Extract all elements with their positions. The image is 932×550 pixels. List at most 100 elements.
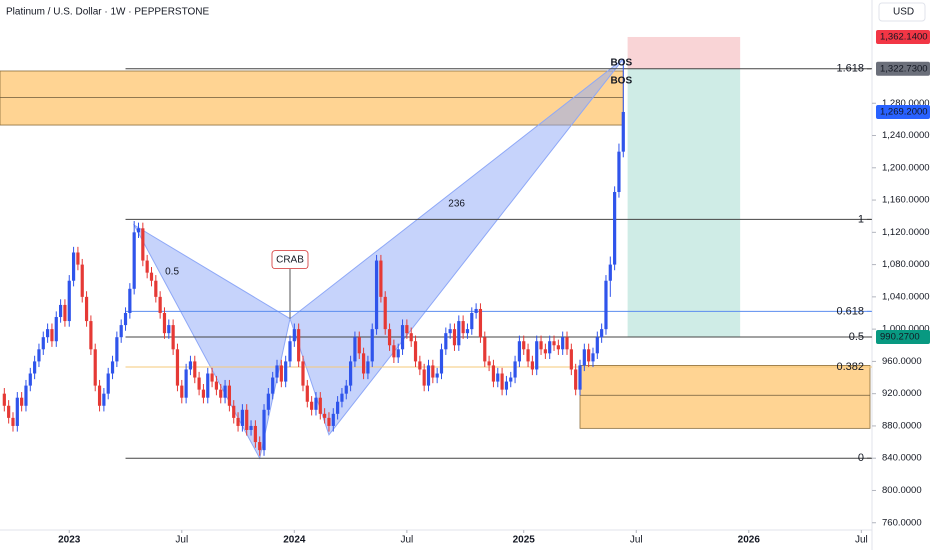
candle-body bbox=[336, 401, 340, 414]
price-tag-label: 1,269.2000 bbox=[880, 106, 928, 117]
candle-body bbox=[141, 228, 145, 261]
candle-body bbox=[119, 325, 123, 338]
candle-body bbox=[600, 329, 604, 338]
price-tag bbox=[876, 29, 930, 44]
candle-body bbox=[132, 232, 136, 289]
candle-body bbox=[344, 385, 348, 394]
candle-body bbox=[522, 341, 526, 350]
candle-body bbox=[288, 341, 292, 362]
supply-demand-zone bbox=[0, 70, 624, 126]
candle-body bbox=[206, 373, 210, 398]
y-tick-label: 1,000.0000 bbox=[882, 324, 930, 335]
currency: USD bbox=[893, 7, 914, 18]
candle-body bbox=[379, 260, 383, 297]
candle-body bbox=[305, 385, 309, 402]
candle-body bbox=[348, 361, 353, 386]
y-tick-label: 1,160.0000 bbox=[882, 195, 930, 206]
candle-body bbox=[162, 312, 167, 334]
candle-body bbox=[561, 337, 565, 350]
candle-body bbox=[97, 385, 102, 406]
candle-body bbox=[608, 264, 612, 281]
candle-body bbox=[574, 369, 578, 390]
candle-body bbox=[504, 381, 509, 390]
candle-body bbox=[383, 296, 387, 330]
candle-body bbox=[84, 296, 89, 322]
candle-body bbox=[435, 373, 439, 378]
candle-body bbox=[50, 329, 54, 342]
candle-body bbox=[396, 349, 400, 358]
x-tick-label: Jul bbox=[400, 535, 413, 546]
x-tick-label: 2024 bbox=[283, 535, 306, 546]
candle-body bbox=[457, 321, 461, 346]
candle-body bbox=[197, 377, 201, 390]
candle-body bbox=[613, 191, 617, 265]
candle-body bbox=[145, 260, 149, 273]
candle-body bbox=[548, 341, 552, 354]
candle-body bbox=[331, 413, 335, 426]
candle-body bbox=[154, 280, 158, 297]
candle-body bbox=[509, 377, 513, 382]
price-tag bbox=[876, 61, 930, 76]
candle-body bbox=[227, 385, 232, 406]
candle-body bbox=[301, 361, 305, 386]
candle-body bbox=[258, 442, 262, 451]
candle-body bbox=[67, 280, 71, 322]
candle-body bbox=[474, 308, 478, 313]
x-tick-label: Jul bbox=[175, 535, 188, 546]
candle-body bbox=[465, 329, 470, 334]
candle-body bbox=[210, 373, 214, 382]
candle-body bbox=[530, 361, 534, 370]
fib-label: 0 bbox=[858, 452, 864, 464]
candle-body bbox=[552, 341, 556, 346]
price-tag bbox=[876, 104, 930, 119]
candle-body bbox=[201, 389, 206, 398]
fib-label: 0.382 bbox=[836, 361, 864, 373]
candle-body bbox=[33, 361, 37, 374]
harmonic-pattern-leg bbox=[132, 223, 291, 460]
candle-body bbox=[422, 369, 426, 386]
candle-body bbox=[595, 337, 599, 354]
candle-body bbox=[318, 397, 322, 414]
candle-body bbox=[232, 405, 236, 418]
fib-label: 1 bbox=[858, 213, 864, 225]
y-tick-label: 920.0000 bbox=[882, 388, 922, 399]
candle-body bbox=[409, 333, 413, 342]
candle-body bbox=[63, 304, 67, 322]
candle-body bbox=[513, 361, 517, 378]
y-tick-label: 1,200.0000 bbox=[882, 162, 930, 173]
candle-body bbox=[136, 228, 141, 233]
candle-body bbox=[292, 329, 296, 342]
candle-body bbox=[491, 365, 496, 382]
y-tick-label: 1,080.0000 bbox=[882, 259, 930, 270]
price-tag-label: 1,322.7300 bbox=[880, 63, 928, 74]
x-tick-label: 2026 bbox=[738, 535, 761, 546]
candle-body bbox=[392, 345, 396, 358]
candle-body bbox=[115, 337, 119, 362]
stop-zone bbox=[627, 36, 741, 69]
candle-body bbox=[500, 373, 504, 390]
candle-body bbox=[578, 365, 582, 390]
candle-body bbox=[24, 385, 28, 406]
candle-body bbox=[361, 353, 366, 374]
currency-button[interactable] bbox=[878, 2, 926, 22]
candle-body bbox=[240, 409, 244, 426]
candle-body bbox=[41, 337, 45, 350]
candle-body bbox=[58, 304, 63, 318]
candle-body bbox=[188, 361, 193, 370]
candle-body bbox=[621, 111, 625, 152]
candle-body bbox=[275, 365, 279, 378]
candle-body bbox=[180, 385, 184, 398]
candle-body bbox=[405, 325, 409, 334]
candle-body bbox=[387, 329, 392, 346]
price-tag bbox=[876, 329, 930, 344]
price-tag-label: 990.2700 bbox=[880, 331, 920, 342]
price-tag-label: 1,362.1400 bbox=[880, 32, 928, 43]
candle-body bbox=[80, 264, 84, 297]
candle-body bbox=[543, 349, 547, 354]
candle-body bbox=[400, 325, 405, 350]
candle-body bbox=[46, 329, 50, 338]
candle-body bbox=[297, 329, 301, 362]
x-tick-label: Jul bbox=[855, 535, 868, 546]
candle-body bbox=[249, 425, 253, 430]
candle-body bbox=[71, 252, 76, 281]
